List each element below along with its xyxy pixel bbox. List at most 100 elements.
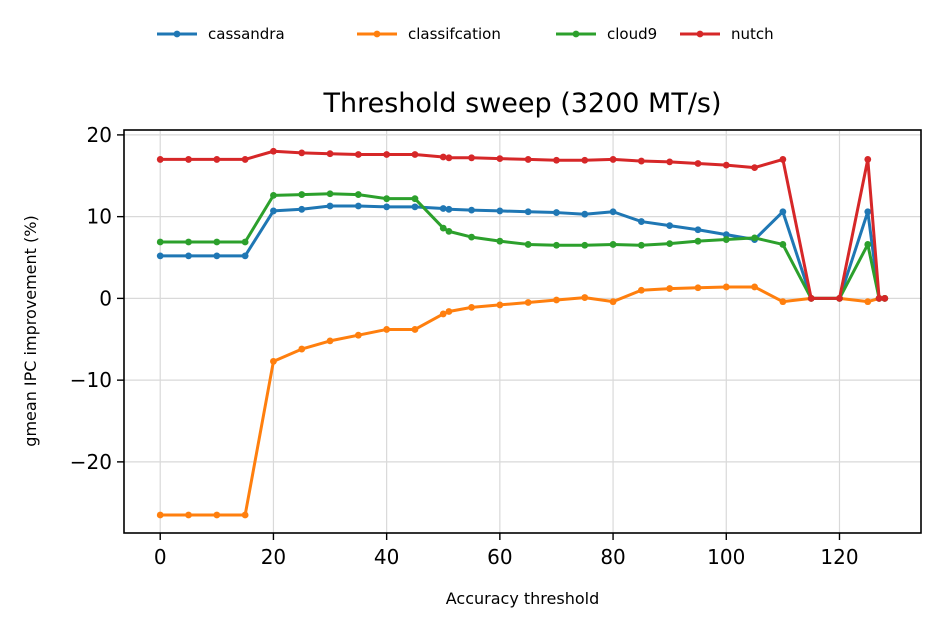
data-point: [213, 238, 221, 246]
data-point: [807, 294, 815, 302]
data-point: [553, 241, 560, 249]
y-tick-label: 0: [99, 286, 112, 310]
series-classifcation: [156, 283, 889, 519]
data-point: [326, 337, 334, 345]
y-axis-label: gmean IPC improvement (%): [21, 215, 40, 446]
x-tick-label: 60: [487, 545, 512, 569]
x-tick-label: 0: [154, 545, 167, 569]
data-point: [779, 208, 787, 216]
data-point: [722, 161, 730, 169]
data-point: [468, 303, 475, 311]
legend-entry: classifcation: [357, 25, 501, 43]
series-cloud9: [156, 190, 889, 302]
x-tick-label: 80: [600, 545, 625, 569]
data-point: [383, 326, 391, 333]
data-point: [694, 226, 702, 234]
data-point: [439, 205, 447, 212]
data-point: [609, 208, 617, 216]
data-point: [411, 326, 419, 333]
data-point: [864, 156, 872, 163]
data-point: [496, 207, 504, 215]
data-point: [496, 155, 504, 163]
series-nutch: [156, 147, 889, 302]
data-point: [354, 202, 362, 210]
legend-marker: [572, 30, 580, 38]
data-point: [383, 195, 391, 203]
data-point: [524, 299, 532, 306]
data-point: [185, 252, 192, 260]
data-point: [270, 192, 277, 199]
data-point: [298, 191, 306, 198]
data-point: [383, 151, 391, 158]
data-point: [298, 345, 306, 353]
data-point: [270, 357, 277, 365]
legend: cassandra classifcation cloud9 nutch: [157, 25, 774, 43]
data-point: [751, 234, 758, 242]
legend-marker: [373, 30, 381, 38]
grid: [124, 130, 921, 533]
data-point: [213, 156, 221, 163]
data-point: [241, 238, 249, 246]
data-point: [241, 156, 249, 163]
data-point: [722, 236, 730, 243]
data-point: [524, 156, 532, 163]
x-tick-label: 20: [261, 545, 286, 569]
data-point: [156, 238, 164, 246]
data-point: [213, 511, 221, 519]
data-point: [694, 237, 702, 245]
data-point: [609, 156, 617, 163]
data-point: [354, 191, 362, 198]
data-point: [439, 310, 447, 318]
data-point: [445, 308, 453, 315]
data-point: [445, 205, 453, 213]
series-line: [160, 149, 885, 300]
data-point: [445, 227, 453, 235]
x-tick-label: 100: [707, 545, 745, 569]
data-point: [637, 241, 645, 249]
data-point: [609, 241, 617, 248]
data-point: [439, 224, 447, 232]
data-point: [354, 151, 362, 158]
data-point: [241, 511, 249, 519]
data-point: [553, 156, 560, 164]
data-point: [553, 209, 560, 216]
data-point: [326, 202, 334, 210]
data-point: [298, 205, 306, 213]
data-point: [581, 241, 589, 249]
data-point: [468, 233, 475, 241]
data-point: [666, 285, 674, 292]
data-point: [326, 190, 334, 198]
data-point: [445, 154, 453, 162]
data-point: [666, 240, 674, 248]
data-point: [411, 151, 419, 158]
data-point: [468, 154, 475, 162]
data-point: [185, 511, 192, 519]
data-point: [270, 147, 277, 155]
series-lines: [156, 147, 889, 519]
legend-entry: nutch: [680, 25, 774, 43]
data-point: [836, 294, 843, 302]
legend-label: classifcation: [408, 25, 501, 43]
data-point: [581, 294, 589, 301]
data-point: [411, 203, 419, 211]
series-line: [160, 285, 885, 517]
legend-label: cassandra: [208, 25, 285, 43]
data-point: [694, 284, 702, 292]
data-point: [751, 283, 758, 291]
data-point: [496, 301, 504, 309]
data-point: [637, 286, 645, 294]
data-point: [156, 156, 164, 163]
data-point: [241, 252, 249, 260]
data-point: [298, 149, 306, 157]
data-point: [383, 203, 391, 211]
x-tick-label: 40: [374, 545, 399, 569]
data-point: [524, 208, 532, 216]
data-point: [875, 294, 883, 302]
data-point: [722, 231, 730, 239]
legend-entry: cloud9: [556, 25, 657, 43]
data-point: [637, 218, 645, 225]
data-point: [411, 195, 419, 203]
data-point: [779, 241, 787, 248]
data-point: [751, 164, 758, 172]
